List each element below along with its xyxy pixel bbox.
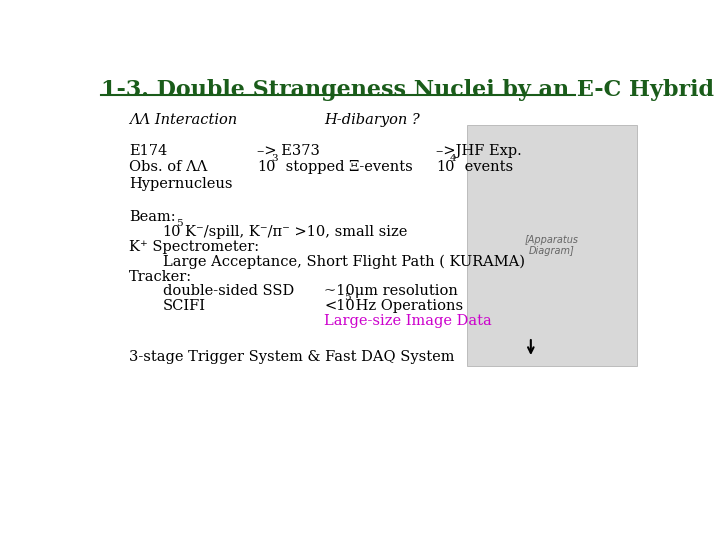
Text: Hypernucleus: Hypernucleus: [129, 177, 233, 191]
Text: 5: 5: [176, 219, 183, 228]
Text: 10: 10: [163, 225, 181, 239]
Text: 4: 4: [450, 154, 456, 163]
Text: 10: 10: [436, 160, 454, 174]
Text: 1-3. Double Strangeness Nuclei by an E-C Hybrid Method: 1-3. Double Strangeness Nuclei by an E-C…: [101, 79, 720, 102]
Text: <10: <10: [324, 299, 355, 313]
Text: H-dibaryon ?: H-dibaryon ?: [324, 113, 420, 126]
Text: [Apparatus
Diagram]: [Apparatus Diagram]: [525, 235, 579, 256]
Text: K⁺ Spectrometer:: K⁺ Spectrometer:: [129, 240, 259, 254]
Text: stopped Ξ-events: stopped Ξ-events: [282, 160, 413, 174]
Text: 3-stage Trigger System & Fast DAQ System: 3-stage Trigger System & Fast DAQ System: [129, 349, 454, 363]
Text: ~10μm resolution: ~10μm resolution: [324, 285, 458, 298]
Text: 10: 10: [258, 160, 276, 174]
Text: Obs. of ΛΛ: Obs. of ΛΛ: [129, 160, 207, 174]
Text: K⁻/spill, K⁻/π⁻ >10, small size: K⁻/spill, K⁻/π⁻ >10, small size: [185, 225, 408, 239]
FancyBboxPatch shape: [467, 125, 637, 366]
Text: 5: 5: [344, 293, 351, 302]
Text: Tracker:: Tracker:: [129, 270, 192, 284]
Text: Large-size Image Data: Large-size Image Data: [324, 314, 492, 328]
Text: Large Acceptance, Short Flight Path ( KURAMA): Large Acceptance, Short Flight Path ( KU…: [163, 255, 525, 269]
Text: ΛΛ Interaction: ΛΛ Interaction: [129, 113, 237, 126]
Text: events: events: [460, 160, 513, 174]
Text: E174: E174: [129, 144, 167, 158]
Text: –> E373: –> E373: [258, 144, 320, 158]
Text: –>JHF Exp.: –>JHF Exp.: [436, 144, 522, 158]
Text: SCIFI: SCIFI: [163, 299, 205, 313]
Text: Hz Operations: Hz Operations: [351, 299, 463, 313]
Text: 3: 3: [271, 154, 278, 163]
Text: double-sided SSD: double-sided SSD: [163, 285, 294, 298]
Text: Beam:: Beam:: [129, 210, 176, 224]
